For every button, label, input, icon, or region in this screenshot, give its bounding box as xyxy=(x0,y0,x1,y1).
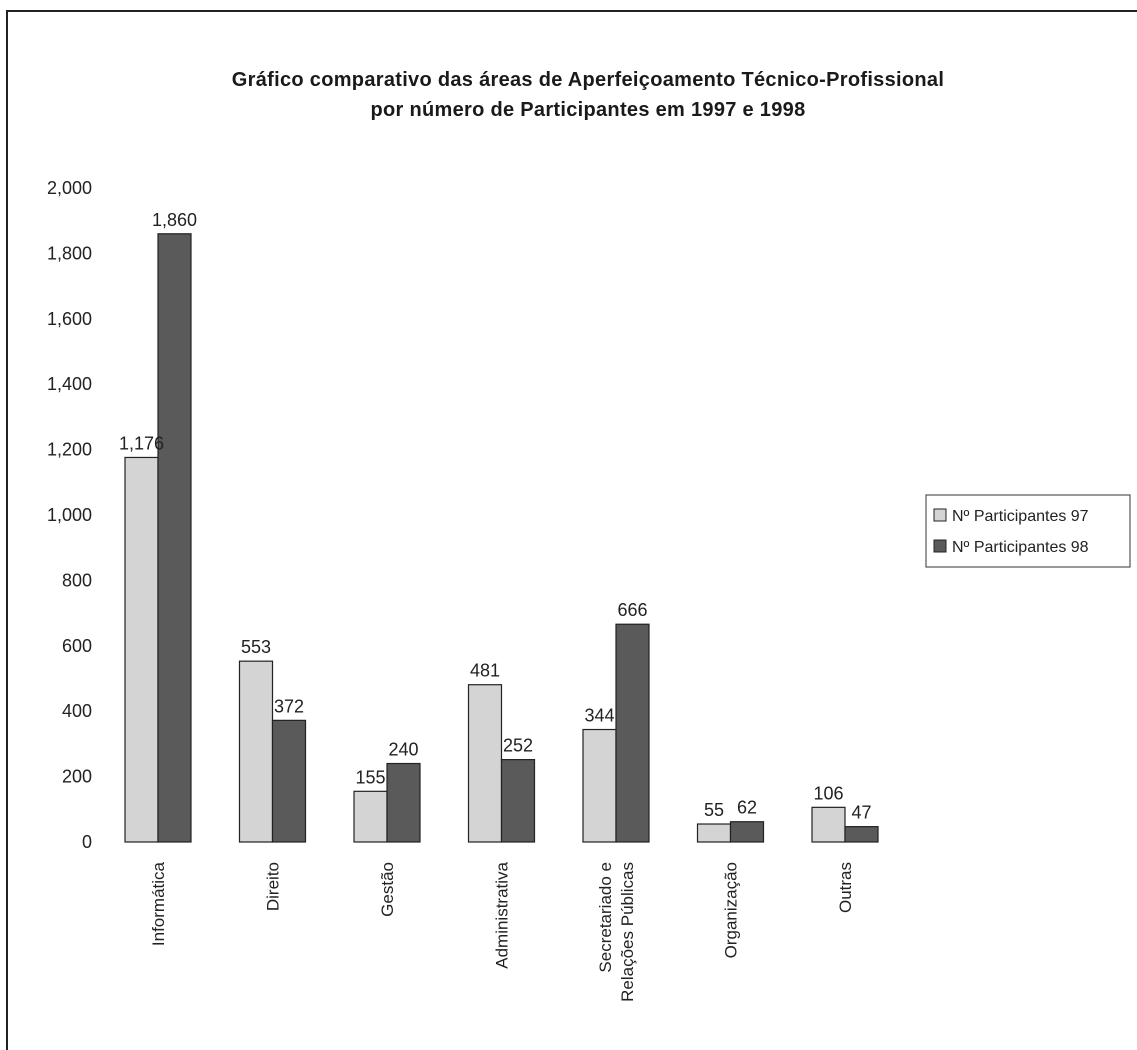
legend-swatch xyxy=(933,539,947,553)
bar-1997 xyxy=(124,456,159,843)
data-label: 106 xyxy=(813,783,843,803)
bar-1998 xyxy=(157,233,192,843)
bar-1998 xyxy=(615,623,650,843)
bar-1998 xyxy=(844,826,879,843)
data-label: 55 xyxy=(704,800,724,820)
y-tick-label: 1,800 xyxy=(47,243,92,263)
data-label: 62 xyxy=(737,798,757,818)
data-label: 372 xyxy=(274,696,304,716)
bar-1998 xyxy=(386,762,421,843)
chart-subtitle: por número de Participantes em 1997 e 19… xyxy=(370,99,805,121)
data-label: 1,860 xyxy=(152,210,197,230)
y-tick-label: 1,000 xyxy=(47,505,92,525)
y-tick-label: 400 xyxy=(62,701,92,721)
data-label: 344 xyxy=(584,706,614,726)
chart-title: Gráfico comparativo das áreas de Aperfei… xyxy=(232,69,944,91)
category-label: Organização xyxy=(722,862,741,958)
category-labels: Informática Direito Gestão Administrativa Se… xyxy=(149,861,855,1001)
chart-frame xyxy=(6,10,1137,1050)
category-label: Informática xyxy=(149,861,168,946)
category-label: Relações Públicas xyxy=(618,862,637,1002)
y-tick-label: 0 xyxy=(82,832,92,852)
data-label: 47 xyxy=(851,803,871,823)
category-label: Direito xyxy=(264,862,283,911)
data-label: 553 xyxy=(241,637,271,657)
data-label: 155 xyxy=(355,767,385,787)
data-label: 240 xyxy=(388,740,418,760)
bar-1997 xyxy=(467,684,503,843)
data-label: 481 xyxy=(470,661,500,681)
legend-label: Nº Participantes 97 xyxy=(952,508,1089,525)
bars xyxy=(124,233,879,843)
y-tick-label: 600 xyxy=(62,636,92,656)
bar-1997 xyxy=(811,806,846,843)
y-tick-label: 800 xyxy=(62,570,92,590)
bar-1997 xyxy=(582,728,617,843)
y-tick-label: 1,600 xyxy=(47,309,92,329)
data-label: 252 xyxy=(503,736,533,756)
legend-swatch xyxy=(933,508,947,522)
y-tick-label: 1,200 xyxy=(47,440,92,460)
bar-1997 xyxy=(696,823,732,843)
bar-1998 xyxy=(271,719,307,843)
bar-1997 xyxy=(238,660,274,843)
bar-1997 xyxy=(353,790,388,843)
bar-1998 xyxy=(729,821,765,843)
y-axis-ticks: 0 200 400 600 800 1,000 1,200 1,400 1,600 1,800 2,… xyxy=(47,178,92,852)
data-label: 666 xyxy=(617,600,647,620)
y-tick-label: 2,000 xyxy=(47,178,92,198)
data-label: 1,176 xyxy=(119,433,164,453)
legend-label: Nº Participantes 98 xyxy=(952,539,1089,556)
category-label: Gestão xyxy=(378,862,397,917)
legend-box xyxy=(925,494,1131,568)
category-label: Secretariado e xyxy=(596,862,615,973)
legend: Nº Participantes 97 Nº Participantes 98 xyxy=(925,494,1131,568)
y-tick-label: 200 xyxy=(62,767,92,787)
category-label: Administrativa xyxy=(493,861,512,968)
y-tick-label: 1,400 xyxy=(47,374,92,394)
bar-1998 xyxy=(500,758,536,843)
category-label: Outras xyxy=(836,862,855,913)
